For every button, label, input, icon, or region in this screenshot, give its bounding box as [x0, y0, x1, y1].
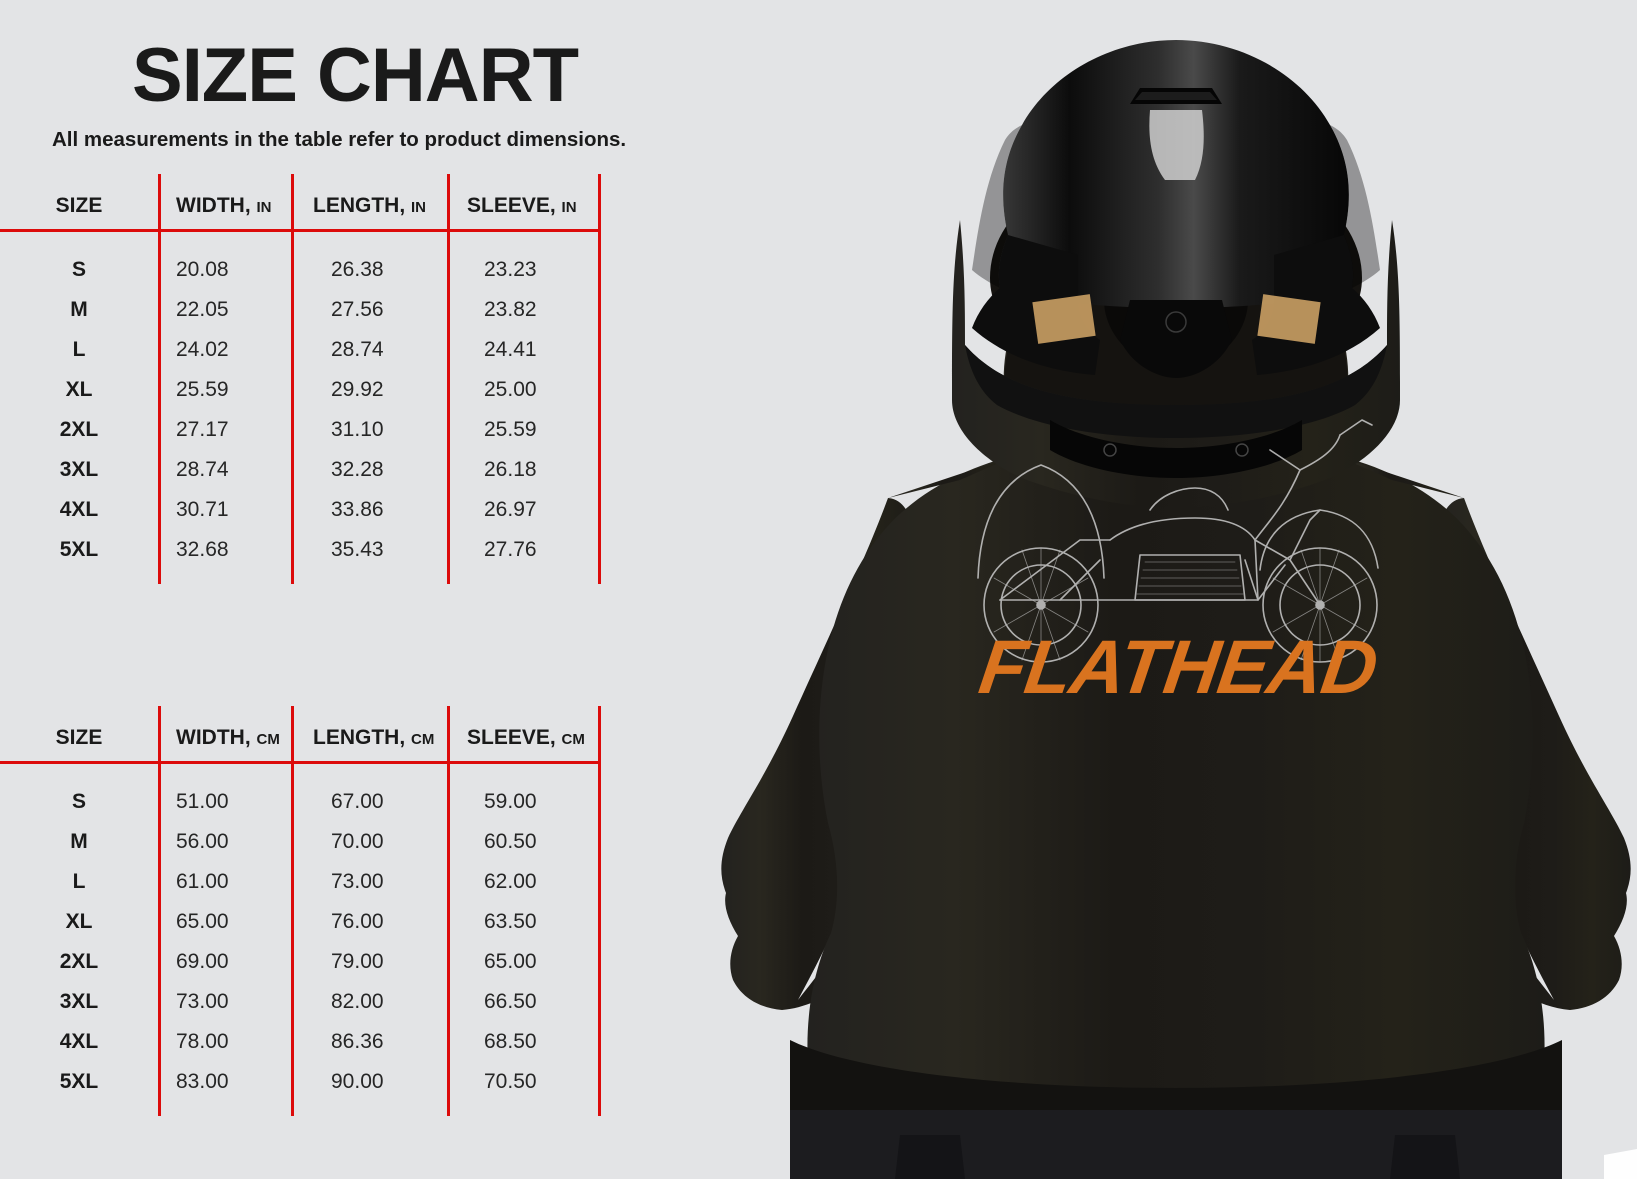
svg-text:FLATHEAD: FLATHEAD [974, 625, 1382, 710]
